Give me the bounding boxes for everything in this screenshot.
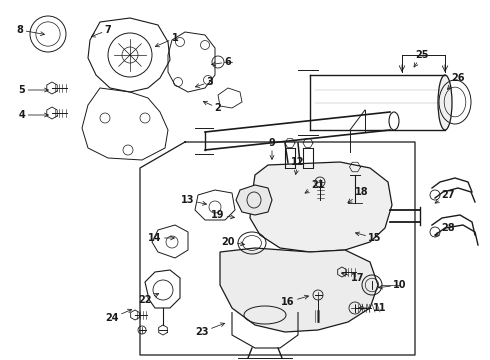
Text: 14: 14 [148,233,174,243]
Text: 19: 19 [211,210,234,220]
Ellipse shape [438,75,452,130]
Polygon shape [250,162,392,252]
Text: 10: 10 [379,280,407,290]
Text: 8: 8 [17,25,45,36]
Text: 12: 12 [291,157,305,175]
Text: 7: 7 [91,25,111,37]
Text: 1: 1 [155,33,178,47]
Text: 4: 4 [19,110,49,120]
Text: 24: 24 [105,309,132,323]
Text: 5: 5 [19,85,49,95]
Text: 3: 3 [196,77,213,87]
Text: 26: 26 [447,73,465,89]
Text: 21: 21 [305,180,325,193]
Text: 15: 15 [356,232,382,243]
Text: 6: 6 [212,57,231,67]
Text: 20: 20 [221,237,245,247]
Text: 2: 2 [203,101,221,113]
Text: 16: 16 [281,295,309,307]
Polygon shape [236,185,272,215]
Polygon shape [220,248,378,332]
Text: 22: 22 [138,293,159,305]
Text: 25: 25 [414,50,429,67]
Text: 23: 23 [195,323,224,337]
Text: 18: 18 [348,187,369,203]
Ellipse shape [389,112,399,130]
Text: 13: 13 [181,195,206,205]
Text: 27: 27 [435,190,455,203]
Text: 17: 17 [342,272,365,283]
Text: 11: 11 [359,303,387,313]
Text: 9: 9 [269,138,275,159]
Text: 28: 28 [435,223,455,236]
